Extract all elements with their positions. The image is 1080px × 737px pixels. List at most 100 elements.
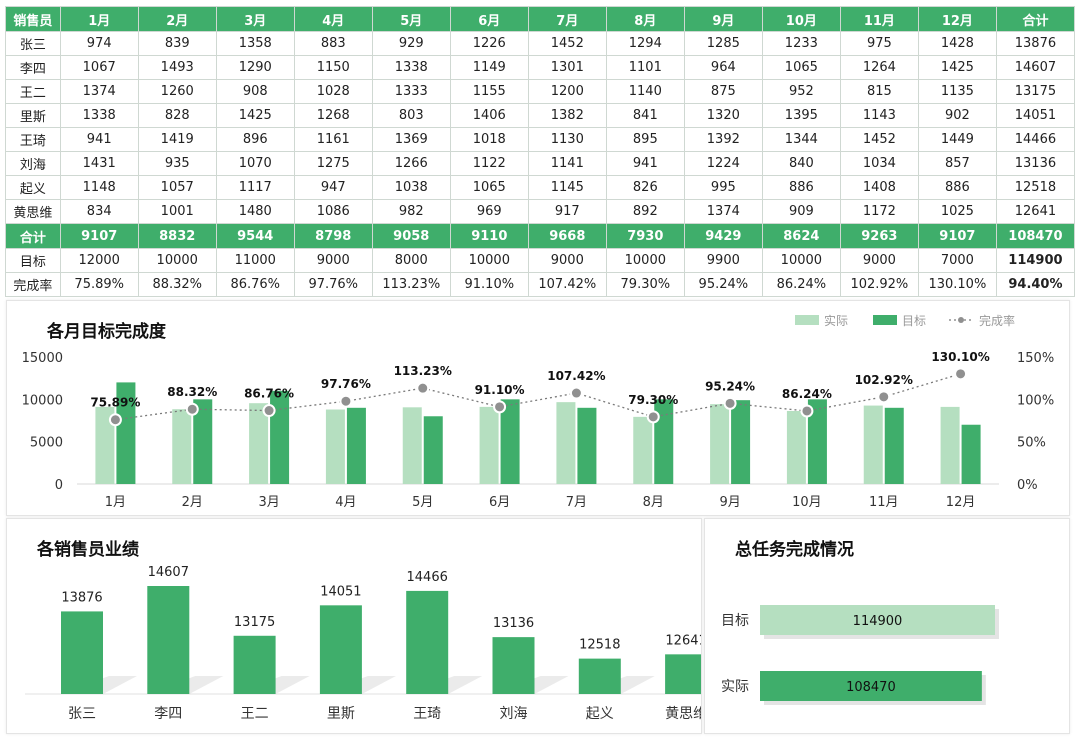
- table-cell: 88.32%: [137, 272, 217, 297]
- table-cell: 834: [59, 199, 139, 224]
- bar-target: [654, 399, 674, 484]
- legend-marker-rate: [958, 317, 964, 323]
- bar-target: [193, 399, 213, 484]
- table-cell: 114900: [995, 248, 1076, 273]
- header-salesperson: 销售员: [5, 6, 61, 32]
- y-tick-label: 实际: [721, 679, 749, 695]
- table-cell: 975: [839, 31, 919, 56]
- table-cell: 1374: [683, 199, 763, 224]
- rate-data-label: 107.42%: [547, 369, 605, 383]
- bar-data-label: 114900: [853, 614, 903, 629]
- header-col: 5月: [371, 6, 451, 32]
- table-cell: 13136: [995, 151, 1076, 176]
- rate-data-label: 113.23%: [394, 364, 452, 378]
- table-cell: 9110: [449, 223, 529, 249]
- table-cell: 929: [371, 31, 451, 56]
- table-cell: 1057: [137, 175, 217, 200]
- table-cell: 1101: [605, 55, 685, 80]
- legend-swatch-actual: [795, 315, 819, 325]
- table-cell: 941: [605, 151, 685, 176]
- table-cell: 9429: [683, 223, 763, 249]
- table-cell: 1369: [371, 127, 451, 152]
- table-cell: 7000: [917, 248, 997, 273]
- table-cell: 9900: [683, 248, 763, 273]
- x-tick-label: 4月: [335, 495, 356, 510]
- x-tick-label: 8月: [643, 495, 664, 510]
- monthly-chart: 15000 10000 5000 0 150% 100% 50% 0% 1月 2月 3月 4月 5月 6月…: [22, 313, 1055, 510]
- bar-target: [500, 399, 520, 484]
- bar-data-label: 14607: [148, 565, 189, 580]
- table-cell: 1431: [59, 151, 139, 176]
- header-col: 9月: [683, 6, 763, 32]
- table-row: 王二 1374 1260 908 1028 1333 1155 1200 1140 875 952 8…: [5, 79, 1076, 104]
- table-cell: 13175: [995, 79, 1076, 104]
- table-cell: 9263: [839, 223, 919, 249]
- target-row: 目标 12000 10000 11000 9000 8000 10000 9000 10000 9…: [5, 248, 1076, 273]
- table-cell: 1140: [605, 79, 685, 104]
- bar-actual: [325, 409, 345, 484]
- table-cell: 9107: [59, 223, 139, 249]
- table-cell: 14051: [995, 103, 1076, 128]
- rate-data-label: 86.76%: [244, 387, 294, 401]
- sales-table: 销售员 1月 2月 3月 4月 5月 6月 7月 8月 9月 10月 11月 12月 合计 张三 974 83…: [5, 6, 1076, 297]
- bar-actual: [172, 409, 192, 484]
- row-label: 目标: [5, 248, 61, 273]
- table-cell: 1425: [917, 55, 997, 80]
- bar-data-label: 108470: [846, 680, 896, 695]
- header-col: 7月: [527, 6, 607, 32]
- table-cell: 14607: [995, 55, 1076, 80]
- table-cell: 79.30%: [605, 272, 685, 297]
- table-cell: 107.42%: [527, 272, 607, 297]
- table-cell: 1233: [761, 31, 841, 56]
- table-cell: 108470: [995, 223, 1076, 249]
- rate-point: [800, 404, 814, 418]
- x-tick-label: 刘海: [500, 706, 528, 722]
- bar-actual: [402, 407, 422, 484]
- table-cell: 12000: [59, 248, 139, 273]
- bar-data-label: 14466: [407, 570, 448, 585]
- table-row: 里斯 1338 828 1425 1268 803 1406 1382 841 1320 1395 1…: [5, 103, 1076, 128]
- table-cell: 1338: [371, 55, 451, 80]
- y-tick-label: 目标: [721, 613, 749, 629]
- bar-data-label: 13136: [493, 616, 534, 631]
- bar-salesperson: [665, 654, 701, 694]
- bar-data-label: 13175: [234, 615, 275, 630]
- rate-data-label: 91.10%: [475, 383, 525, 397]
- table-cell: 1135: [917, 79, 997, 104]
- bar-salesperson: [319, 605, 362, 694]
- table-cell: 974: [59, 31, 139, 56]
- bar-target: [423, 416, 443, 484]
- table-cell: 1493: [137, 55, 217, 80]
- table-cell: 10000: [605, 248, 685, 273]
- table-cell: 1358: [215, 31, 295, 56]
- table-cell: 883: [293, 31, 373, 56]
- table-cell: 1382: [527, 103, 607, 128]
- table-cell: 952: [761, 79, 841, 104]
- row-label: 完成率: [5, 272, 61, 297]
- bar-target: [116, 382, 136, 484]
- salesperson-chart-panel: 各销售员业绩 13876 张三 14607 李四 13175 王二 14051 里斯 14466…: [6, 518, 702, 734]
- table-cell: 12641: [995, 199, 1076, 224]
- table-cell: 1086: [293, 199, 373, 224]
- table-cell: 1149: [449, 55, 529, 80]
- table-cell: 935: [137, 151, 217, 176]
- bar-target: [731, 400, 751, 484]
- header-col: 1月: [59, 6, 139, 32]
- bar-total: [760, 605, 995, 635]
- bar-salesperson: [233, 635, 276, 694]
- rate-data-label: 75.89%: [90, 396, 140, 410]
- table-cell: 1268: [293, 103, 373, 128]
- x-tick-label: 12月: [946, 495, 976, 510]
- table-cell: 75.89%: [59, 272, 139, 297]
- bar-salesperson: [492, 637, 535, 694]
- rate-point: [493, 400, 507, 414]
- table-cell: 1150: [293, 55, 373, 80]
- x-tick-label: 9月: [719, 495, 740, 510]
- rate-row: 完成率 75.89% 88.32% 86.76% 97.76% 113.23% 91.10%…: [5, 272, 1076, 297]
- table-cell: 8000: [371, 248, 451, 273]
- total-task-title: 总任务完成情况: [735, 540, 854, 560]
- table-cell: 8798: [293, 223, 373, 249]
- rate-point: [185, 402, 199, 416]
- table-cell: 1320: [683, 103, 763, 128]
- bar-target: [884, 407, 904, 484]
